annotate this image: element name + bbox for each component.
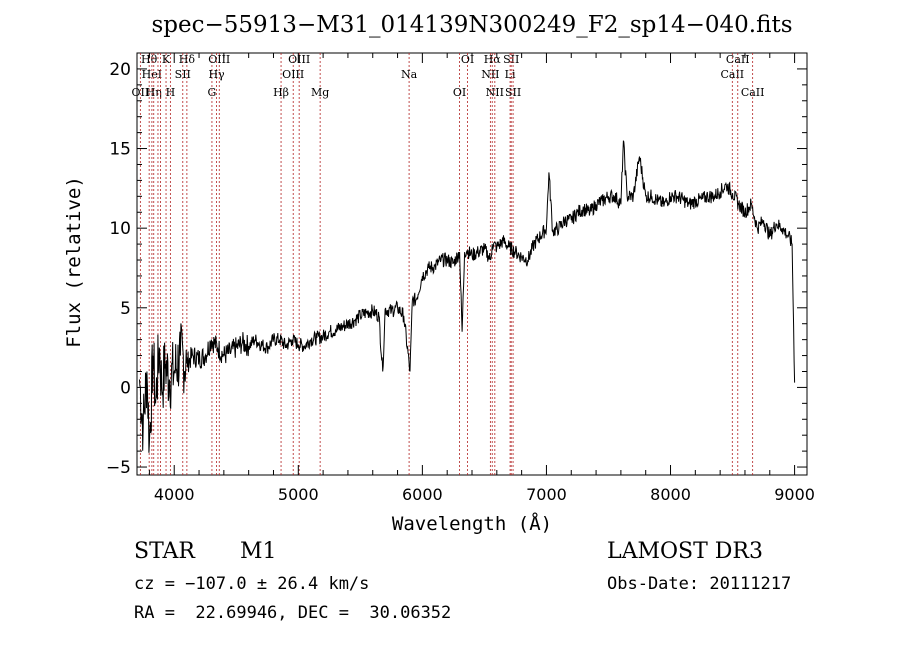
y-axis-label: Flux (relative): [63, 176, 85, 348]
y-tick-label: 10: [109, 219, 131, 239]
line-marker-label: Li: [505, 68, 516, 81]
y-tick-label: −5: [106, 458, 131, 478]
line-marker-label: NII: [481, 68, 499, 81]
y-tick-label: 15: [109, 140, 131, 160]
line-marker-label: OII: [131, 86, 149, 99]
spectrum-line: [139, 140, 796, 453]
object-class: STAR: [134, 539, 195, 564]
x-tick-label: 8000: [650, 485, 691, 504]
line-marker-label: Mg: [311, 86, 329, 99]
line-marker-label: Hη: [146, 86, 162, 99]
line-marker-label: Na: [401, 68, 418, 81]
line-marker-label: K: [162, 53, 171, 66]
obs-date: Obs-Date: 20111217: [607, 574, 792, 594]
line-marker-label: Hα: [484, 53, 502, 66]
line-marker-label: SII: [505, 86, 521, 99]
line-marker-label: HeI: [142, 68, 162, 81]
coordinates: RA = 22.69946, DEC = 30.06352: [134, 603, 452, 623]
line-marker-label: CaII: [741, 86, 765, 99]
line-marker-label: OIII: [288, 53, 310, 66]
line-marker-label: SII: [175, 68, 191, 81]
line-marker-label: Hβ: [273, 86, 289, 99]
line-marker-label: G: [208, 86, 217, 99]
y-tick-label: 20: [109, 60, 131, 80]
line-marker-label: OIII: [208, 53, 230, 66]
x-tick-label: 6000: [402, 485, 443, 504]
object-subclass: M1: [240, 539, 277, 564]
redshift-cz: cz = −107.0 ± 26.4 km/s: [134, 574, 370, 594]
line-marker-label: OIII: [282, 68, 304, 81]
plot-frame: [136, 52, 808, 476]
line-marker-label: OI: [453, 86, 466, 99]
line-marker-label: SII: [503, 53, 519, 66]
y-tick-label: 0: [120, 378, 131, 398]
chart-title: spec−55913−M31_014139N300249_F2_sp14−040…: [151, 12, 792, 38]
line-marker-label: NII: [486, 86, 504, 99]
y-tick-label: 5: [120, 299, 131, 319]
line-marker-label: H: [166, 86, 176, 99]
x-axis-label: Wavelength (Å): [392, 512, 552, 535]
x-tick-label: 5000: [278, 485, 319, 504]
line-marker-label: Hδ: [179, 53, 196, 66]
line-marker-label: CaII: [720, 68, 744, 81]
line-markers: OIIHθHeIHηKHSIIHδGHγOIIIHβOIIIOIIIMgNaOI…: [131, 53, 764, 475]
line-marker-label: CaII: [726, 53, 750, 66]
line-marker-label: OI: [461, 53, 474, 66]
axis-ticks: 4000 5000 6000 7000 8000 9000 −5 0 5 10 15 20: [106, 53, 815, 504]
x-tick-label: 9000: [774, 485, 815, 504]
line-marker-label: Hγ: [208, 68, 225, 81]
x-tick-label: 7000: [526, 485, 567, 504]
survey-label: LAMOST DR3: [607, 539, 763, 564]
x-tick-label: 4000: [154, 485, 195, 504]
